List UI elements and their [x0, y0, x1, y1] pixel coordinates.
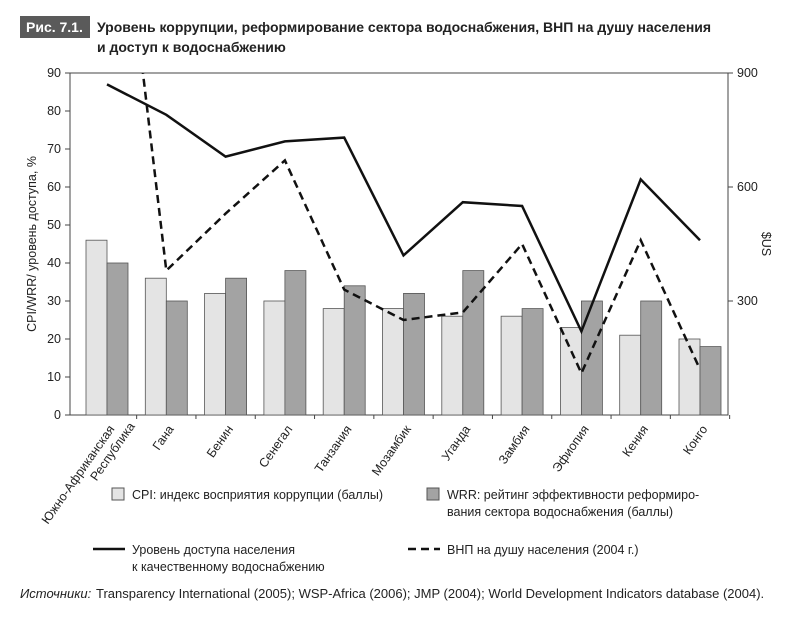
bar — [284, 270, 307, 416]
y2-tick-label: 300 — [737, 294, 758, 308]
y-tick-label: 20 — [47, 332, 61, 346]
bar — [225, 277, 248, 416]
x-tick-label: Кения — [620, 423, 651, 460]
x-tick-label: Замбия — [496, 423, 533, 467]
x-tick-label: Южно-АфриканскаяРеспублика — [39, 411, 138, 535]
bar — [106, 262, 129, 416]
y-tick-label: 90 — [47, 66, 61, 80]
bar — [640, 300, 663, 416]
bar — [699, 346, 722, 416]
y-tick-label: 30 — [47, 294, 61, 308]
bar — [581, 300, 603, 416]
line — [141, 73, 702, 377]
legend-label: WRR: рейтинг эффективности реформиро-ван… — [447, 488, 699, 519]
x-tick-label: Танзания — [312, 423, 355, 475]
bar — [521, 308, 544, 416]
y2-tick-label: 900 — [737, 66, 758, 80]
bar — [263, 300, 286, 416]
legend-label: Уровень доступа населения к качественному… — [132, 543, 325, 574]
source: Transparency International (2005); WSP-A… — [96, 586, 764, 601]
legend-swatch — [111, 487, 125, 501]
source-label: Источники: — [20, 586, 92, 601]
figure-label-box — [20, 16, 90, 38]
bar — [619, 334, 642, 416]
line — [106, 83, 701, 335]
y-tick-label: 60 — [47, 180, 61, 194]
figure-label: Рис. 7.1. — [26, 19, 83, 35]
bar — [322, 308, 345, 416]
legend-swatch — [426, 487, 440, 501]
x-tick-label: Гана — [150, 423, 177, 453]
y2-axis-label: $US — [759, 232, 773, 256]
x-tick-label: Бенин — [204, 423, 236, 461]
y-tick-label: 50 — [47, 218, 61, 232]
legend-label: ВНП на душу населения (2004 г.) — [447, 543, 639, 557]
x-tick-label: Эфиопия — [550, 423, 592, 475]
x-tick-label: Конго — [680, 423, 710, 458]
bar — [343, 285, 366, 416]
y-tick-label: 40 — [47, 256, 61, 270]
y-tick-label: 0 — [54, 408, 61, 422]
bar — [678, 338, 701, 416]
y2-tick-label: 600 — [737, 180, 758, 194]
y-tick-label: 80 — [47, 104, 61, 118]
bar — [560, 327, 582, 416]
bar — [85, 239, 108, 416]
bar — [204, 292, 227, 416]
bar — [144, 277, 167, 416]
bar — [165, 300, 188, 416]
x-tick-label: Сенегал — [256, 423, 295, 471]
legend-label: CPI: индекс восприятия коррупции (баллы) — [132, 488, 383, 502]
y-axis-label: CPI/WRR/ уровень доступа, % — [25, 156, 39, 332]
bar — [382, 308, 404, 416]
chart-title: Уровень коррупции, реформирование сектор… — [97, 19, 711, 35]
bar — [500, 315, 523, 416]
chart-title: и доступ к водоснабжению — [97, 39, 286, 55]
x-tick-label: Уганда — [439, 423, 473, 464]
bar — [403, 292, 425, 416]
y-tick-label: 70 — [47, 142, 61, 156]
y-tick-label: 10 — [47, 370, 61, 384]
bar — [441, 315, 464, 416]
x-tick-label: Мозамбик — [369, 422, 414, 478]
